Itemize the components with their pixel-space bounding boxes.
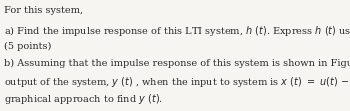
Text: b) Assuming that the impulse response of this system is shown in Figure 3,. Calc: b) Assuming that the impulse response of…: [4, 59, 350, 68]
Text: (hint: for an LTI system, $\mathit{y}(t) = \mathit{x}(t) * \mathit{h}(t)$): (hint: for an LTI system, $\mathit{y}(t)…: [4, 109, 205, 111]
Text: a) Find the impulse response of this LTI system, $\mathit{h}$ $\mathit{(t)}$. Ex: a) Find the impulse response of this LTI…: [4, 24, 350, 38]
Text: (5 points): (5 points): [4, 42, 51, 51]
Text: graphical approach to find $\mathit{y}$ $\mathit{(t)}$.: graphical approach to find $\mathit{y}$ …: [4, 92, 163, 106]
Text: For this system,: For this system,: [4, 6, 83, 15]
Text: output of the system, $\mathit{y}$ $\mathit{(t)}$ , when the input to system is : output of the system, $\mathit{y}$ $\mat…: [4, 75, 350, 89]
